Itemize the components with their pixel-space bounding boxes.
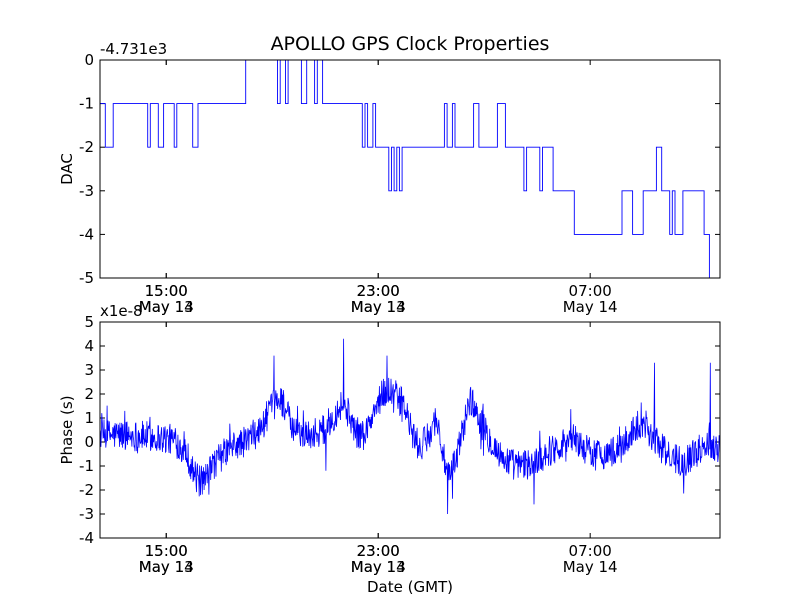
phase-x-tick-time-label: 15:00 (145, 542, 188, 560)
dac-y-tick-label: -1 (79, 95, 94, 113)
chart-title: APOLLO GPS Clock Properties (271, 33, 550, 55)
dac-x-tick-time-label: 23:00 (357, 282, 400, 300)
dac-x-tick-date-label: May 14 (351, 298, 406, 316)
phase-x-tick-time-label: 15:00 (145, 542, 188, 560)
dac-x-tick-time-label: 07:00 (569, 282, 612, 300)
phase-axes-frame (99, 321, 721, 539)
dac-y-tick-label: -2 (79, 138, 94, 156)
dac-y-tick-label: -4 (79, 225, 94, 243)
phase-y-tick-label: -1 (79, 457, 94, 475)
phase-x-tick-time-label: 23:00 (357, 542, 400, 560)
phase-y-tick-label: 1 (84, 409, 94, 427)
dac-y-tick-label: -5 (79, 269, 94, 287)
dac-axes-frame (99, 59, 721, 279)
phase-y-tick-label: 5 (84, 313, 94, 331)
dac-x-tick-date-label: May 14 (139, 298, 194, 316)
phase-x-tick-date-label: May 14 (351, 558, 406, 576)
dac-x-tick-time-label: 15:00 (145, 282, 188, 300)
phase-x-tick-time-label: 07:00 (569, 542, 612, 560)
phase-y-tick-label: -2 (79, 481, 94, 499)
phase-x-tick-date-label: May 14 (139, 558, 194, 576)
dac-x-tick-time-label: 15:00 (145, 282, 188, 300)
phase-series-line (99, 338, 721, 515)
phase-y-tick-label: 3 (84, 361, 94, 379)
dac-x-tick-date-label: May 13 (351, 298, 406, 316)
phase-y-tick-label: 2 (84, 385, 94, 403)
dac-offset-label: -4.731e3 (100, 40, 167, 58)
phase-y-tick-label: 0 (84, 433, 94, 451)
phase-y-tick-label: -3 (79, 505, 94, 523)
dac-y-axis-label: DAC (58, 153, 76, 185)
dac-x-tick-time-label: 23:00 (357, 282, 400, 300)
phase-x-tick-date-label: May 14 (563, 558, 618, 576)
phase-x-tick-time-label: 23:00 (357, 542, 400, 560)
dac-y-tick-label: -3 (79, 182, 94, 200)
phase-offset-label: x1e-8 (100, 302, 143, 320)
phase-x-axis-label: Date (GMT) (367, 578, 453, 596)
dac-x-tick-date-label: May 14 (563, 298, 618, 316)
phase-y-tick-label: -4 (79, 529, 94, 547)
phase-y-axis-label: Phase (s) (58, 395, 76, 464)
phase-x-tick-date-label: May 13 (351, 558, 406, 576)
phase-x-tick-date-label: May 13 (139, 558, 194, 576)
dac-series-line (100, 59, 720, 279)
phase-y-tick-label: 4 (84, 337, 94, 355)
dac-x-tick-date-label: May 13 (139, 298, 194, 316)
dac-y-tick-label: 0 (84, 51, 94, 69)
